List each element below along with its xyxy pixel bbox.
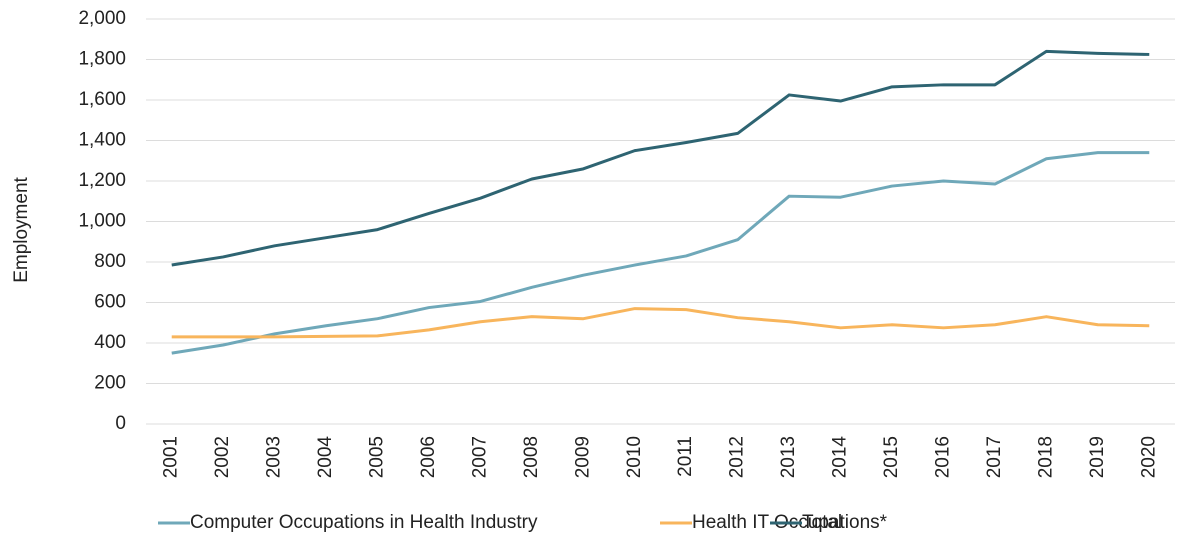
x-tick-label: 2008	[521, 436, 542, 478]
y-axis-label: Employment	[11, 176, 32, 282]
series-line	[171, 307, 1150, 339]
legend-label: Total	[802, 512, 842, 533]
x-tick-label: 2019	[1087, 436, 1108, 478]
series-line	[171, 49, 1150, 267]
x-tick-label: 2014	[830, 436, 851, 479]
x-tick-label: 2004	[315, 436, 336, 479]
y-tick-label: 1,400	[78, 130, 126, 151]
x-tick-label: 2017	[984, 436, 1005, 478]
y-tick-label: 600	[94, 292, 126, 313]
x-tick-label: 2013	[778, 436, 799, 478]
x-tick-label: 2020	[1138, 436, 1159, 478]
x-tick-label: 2001	[161, 436, 182, 478]
x-tick-label: 2003	[264, 436, 285, 478]
x-tick-label: 2006	[418, 436, 439, 478]
x-tick-label: 2012	[727, 436, 748, 478]
x-tick-label: 2018	[1035, 436, 1056, 478]
x-tick-label: 2005	[367, 436, 388, 478]
y-tick-label: 2,000	[78, 8, 126, 29]
x-tick-label: 2011	[675, 436, 696, 477]
x-tick-label: 2016	[932, 436, 953, 478]
y-tick-label: 1,200	[78, 170, 126, 191]
x-tick-label: 2009	[572, 436, 593, 478]
x-tick-label: 2002	[212, 436, 233, 478]
y-tick-label: 1,800	[78, 49, 126, 70]
series-line	[171, 151, 1150, 355]
y-tick-label: 0	[115, 413, 126, 434]
x-tick-label: 2015	[881, 436, 902, 478]
y-tick-label: 800	[94, 251, 126, 272]
y-tick-label: 200	[94, 373, 126, 394]
x-tick-label: 2010	[624, 436, 645, 478]
x-tick-label: 2007	[469, 436, 490, 478]
y-tick-label: 1,000	[78, 211, 126, 232]
y-tick-label: 400	[94, 332, 126, 353]
y-tick-label: 1,600	[78, 89, 126, 110]
legend-label: Computer Occupations in Health Industry	[190, 512, 538, 533]
